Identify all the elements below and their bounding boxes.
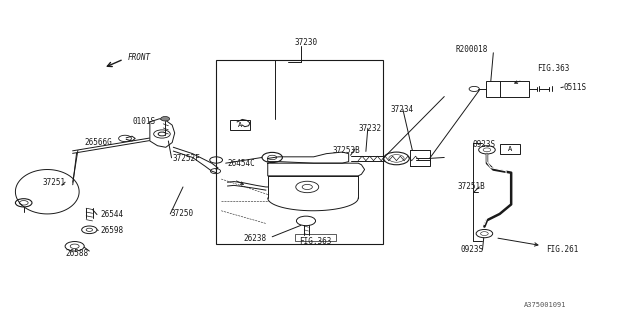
Text: 0511S: 0511S bbox=[563, 83, 586, 92]
Text: 37232: 37232 bbox=[358, 124, 381, 133]
Text: 37234: 37234 bbox=[390, 105, 413, 114]
Text: 0101S: 0101S bbox=[132, 117, 155, 126]
Text: 37250: 37250 bbox=[170, 209, 193, 219]
Text: A: A bbox=[508, 146, 512, 152]
Text: 37253B: 37253B bbox=[333, 146, 360, 155]
Text: R200018: R200018 bbox=[455, 45, 488, 54]
Text: 26598: 26598 bbox=[100, 226, 124, 235]
Circle shape bbox=[158, 132, 166, 136]
Bar bbox=[294, 234, 336, 241]
Text: 37252F: 37252F bbox=[172, 154, 200, 163]
Text: 37251B: 37251B bbox=[457, 182, 484, 191]
Bar bbox=[216, 60, 383, 244]
Circle shape bbox=[161, 116, 170, 121]
Bar bbox=[410, 150, 429, 166]
Text: 26238: 26238 bbox=[244, 234, 267, 243]
Text: A: A bbox=[237, 122, 242, 128]
Text: 0923S: 0923S bbox=[460, 245, 483, 254]
Text: 37230: 37230 bbox=[294, 38, 317, 47]
Text: 26588: 26588 bbox=[65, 249, 88, 258]
Bar bbox=[500, 144, 520, 154]
Text: 26566G: 26566G bbox=[84, 138, 112, 147]
Text: 26454C: 26454C bbox=[228, 159, 255, 168]
Text: FIG.363: FIG.363 bbox=[537, 63, 569, 73]
Bar bbox=[230, 120, 250, 130]
Text: FIG.261: FIG.261 bbox=[546, 245, 579, 254]
Text: 26544: 26544 bbox=[100, 210, 124, 219]
Text: FIG.363: FIG.363 bbox=[300, 237, 332, 246]
Bar bbox=[486, 81, 529, 97]
Text: A375001091: A375001091 bbox=[524, 302, 566, 308]
Text: FRONT: FRONT bbox=[127, 53, 150, 62]
Text: 37251: 37251 bbox=[43, 178, 66, 187]
Text: 0923S: 0923S bbox=[473, 140, 496, 149]
